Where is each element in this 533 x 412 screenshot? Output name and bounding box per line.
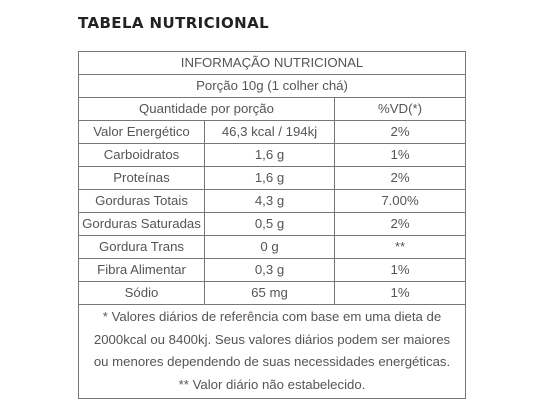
table-row: Gordura Trans 0 g ** <box>78 235 467 259</box>
footnote-line: ou menores dependendo de suas necessidad… <box>93 354 451 369</box>
nutrient-amount: 0,5 g <box>204 212 335 236</box>
footnote-line: * Valores diários de referência com base… <box>102 309 442 324</box>
nutrient-vd: 2% <box>333 120 467 144</box>
nutrient-amount: 4,3 g <box>204 189 335 213</box>
footnote: * Valores diários de referência com base… <box>77 304 467 399</box>
nutrient-vd: 7.00% <box>333 189 467 213</box>
table-row: Valor Energético 46,3 kcal / 194kj 2% <box>78 120 467 144</box>
nutrient-amount: 1,6 g <box>204 143 335 167</box>
table-title: INFORMAÇÃO NUTRICIONAL <box>77 51 467 75</box>
nutrient-name: Valor Energético <box>78 120 205 144</box>
table-row: Sódio 65 mg 1% <box>78 281 467 305</box>
nutrient-vd: 1% <box>333 143 467 167</box>
page-heading: TABELA NUTRICIONAL <box>78 14 270 32</box>
footnote-line: ** Valor diário não estabelecido. <box>178 376 366 392</box>
nutrient-vd: ** <box>333 235 467 259</box>
nutrient-name: Proteínas <box>78 166 205 190</box>
nutrient-amount: 1,6 g <box>204 166 335 190</box>
nutrient-vd: 2% <box>333 166 467 190</box>
nutrient-amount: 0,3 g <box>204 258 335 282</box>
nutrient-name: Gordura Trans <box>78 235 205 259</box>
nutrient-amount: 46,3 kcal / 194kj <box>204 120 335 144</box>
nutrient-name: Sódio <box>78 281 205 305</box>
nutrient-vd: 2% <box>333 212 467 236</box>
portion-text: Porção 10g (1 colher chá) <box>77 74 467 98</box>
nutrient-amount: 65 mg <box>204 281 335 305</box>
nutrient-amount: 0 g <box>204 235 335 259</box>
header-row: Quantidade por porção %VD(*) <box>78 97 467 121</box>
portion-row: Porção 10g (1 colher chá) <box>77 74 467 98</box>
table-row: Fibra Alimentar 0,3 g 1% <box>78 258 467 282</box>
table-row: Gorduras Totais 4,3 g 7.00% <box>78 189 467 213</box>
vd-header: %VD(*) <box>333 97 467 121</box>
nutrient-vd: 1% <box>333 258 467 282</box>
table-title-row: INFORMAÇÃO NUTRICIONAL <box>77 51 467 75</box>
nutrient-name: Fibra Alimentar <box>78 258 205 282</box>
nutrient-vd: 1% <box>333 281 467 305</box>
footnote-line: 2000kcal ou 8400kj. Seus valores diários… <box>93 331 451 347</box>
nutrition-table: INFORMAÇÃO NUTRICIONAL Porção 10g (1 col… <box>77 51 467 399</box>
nutrient-name: Carboidratos <box>78 143 205 167</box>
table-row: Proteínas 1,6 g 2% <box>78 166 467 190</box>
footnote-row: * Valores diários de referência com base… <box>77 304 467 399</box>
nutrient-name: Gorduras Saturadas <box>78 212 205 236</box>
table-row: Carboidratos 1,6 g 1% <box>78 143 467 167</box>
quantity-header: Quantidade por porção <box>78 97 335 121</box>
table-row: Gorduras Saturadas 0,5 g 2% <box>78 212 467 236</box>
nutrient-name: Gorduras Totais <box>78 189 205 213</box>
